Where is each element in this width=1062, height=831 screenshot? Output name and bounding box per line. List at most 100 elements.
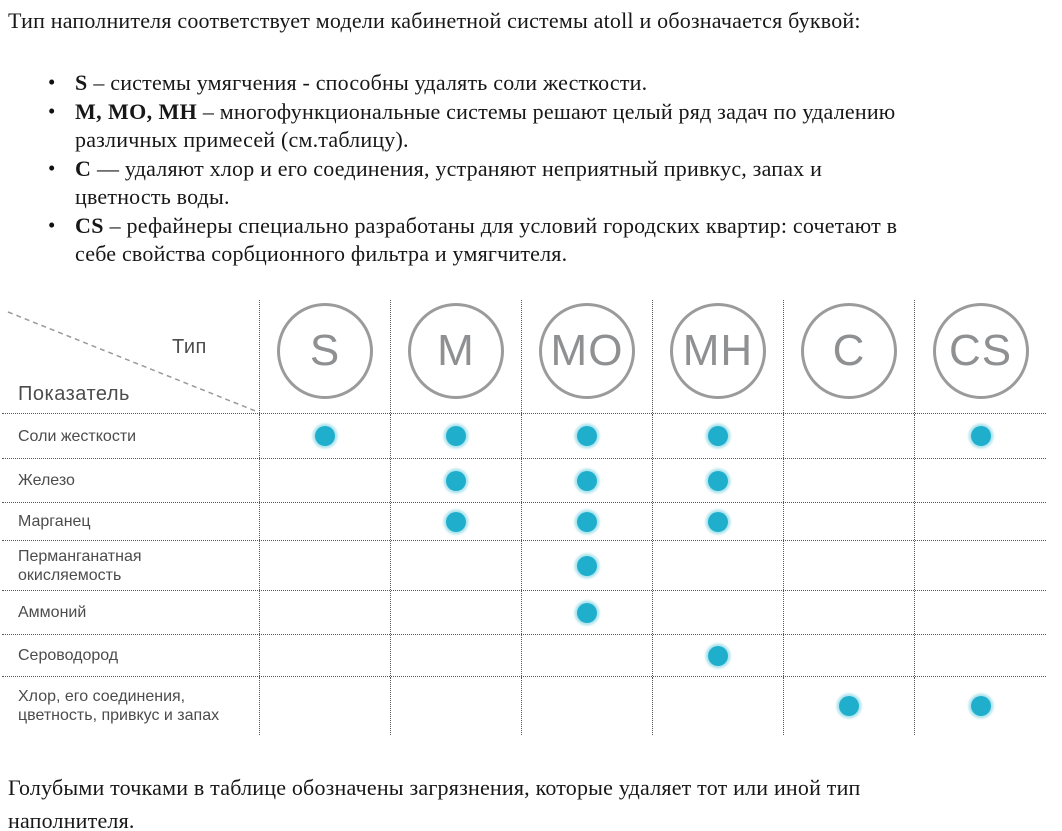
- table-body: Соли жесткости Железо Марганец Перманганатн…: [2, 413, 1046, 735]
- table-row: Соли жесткости: [2, 413, 1046, 458]
- bullet-term: C: [75, 155, 92, 181]
- removal-dot: [577, 555, 597, 576]
- column-header-MH: MH: [653, 300, 784, 413]
- cell-MO: [522, 677, 653, 735]
- cell-S: [260, 459, 391, 502]
- cell-S: [260, 541, 391, 590]
- table-row: Марганец: [2, 502, 1046, 540]
- cell-C: [784, 677, 915, 735]
- removal-dot: [446, 470, 466, 491]
- removal-dot: [708, 511, 728, 532]
- cell-CS: [915, 541, 1046, 590]
- removal-dot: [577, 426, 597, 446]
- cell-S: [260, 635, 391, 676]
- cell-MH: [653, 414, 784, 458]
- cell-C: [784, 459, 915, 502]
- cell-C: [784, 503, 915, 540]
- indicator-axis-label: Показатель: [18, 383, 130, 405]
- bullet-item: M, MO, MH – многофункциональные системы …: [47, 97, 1032, 155]
- removal-dot: [708, 470, 728, 491]
- table-row: Перманганатная окисляемость: [2, 540, 1046, 590]
- cell-MO: [522, 459, 653, 502]
- row-label: Хлор, его соединения, цветность, привкус…: [2, 677, 260, 735]
- cell-CS: [915, 591, 1046, 634]
- removal-dot: [839, 696, 859, 716]
- removal-dot: [577, 470, 597, 491]
- cell-M: [391, 541, 522, 590]
- cell-C: [784, 541, 915, 590]
- cell-S: [260, 677, 391, 735]
- cell-M: [391, 677, 522, 735]
- filter-type-circle-M: M: [408, 303, 504, 399]
- removal-dot: [970, 426, 991, 446]
- column-header-C: C: [784, 300, 915, 413]
- cell-CS: [915, 503, 1046, 540]
- removal-dot: [446, 426, 466, 446]
- cell-M: [391, 503, 522, 540]
- filter-type-circle-S: S: [277, 303, 373, 399]
- bullet-item: CS – рефайнеры специально разработаны дл…: [47, 211, 1032, 269]
- removal-dot: [315, 426, 335, 446]
- cell-MH: [653, 459, 784, 502]
- row-label: Соли жесткости: [2, 414, 260, 458]
- cell-CS: [915, 414, 1046, 458]
- cell-S: [260, 591, 391, 634]
- cell-M: [391, 414, 522, 458]
- column-header-MO: MO: [522, 300, 653, 413]
- table-row: Железо: [2, 458, 1046, 502]
- bullet-term: M, MO, MH: [75, 98, 198, 124]
- cell-CS: [915, 459, 1046, 502]
- removal-dot: [970, 696, 991, 716]
- bullet-text: – многофункциональные системы решают цел…: [75, 98, 896, 153]
- filter-type-circle-CS: CS: [932, 303, 1029, 399]
- bullet-text: — удаляют хлор и его соединения, устраня…: [75, 155, 823, 210]
- table-row: Сероводород: [2, 634, 1046, 676]
- type-axis-label: Тип: [172, 336, 207, 358]
- cell-MH: [653, 677, 784, 735]
- table-header-row: Тип Показатель S M MO MH C CS: [2, 300, 1046, 413]
- table-row: Аммоний: [2, 590, 1046, 634]
- cell-MO: [522, 591, 653, 634]
- row-label: Железо: [2, 459, 260, 502]
- cell-MO: [522, 414, 653, 458]
- cell-C: [784, 635, 915, 676]
- table-row: Хлор, его соединения, цветность, привкус…: [2, 676, 1046, 735]
- row-label: Аммоний: [2, 591, 260, 634]
- cell-M: [391, 635, 522, 676]
- cell-MH: [653, 541, 784, 590]
- removal-dot: [708, 645, 728, 666]
- cell-MH: [653, 503, 784, 540]
- bullet-term: CS: [75, 212, 104, 238]
- bullet-term: S: [75, 70, 88, 95]
- removal-dot: [708, 426, 728, 446]
- cell-MO: [522, 503, 653, 540]
- bullet-list: S – системы умягчения - способны удалять…: [47, 68, 1032, 269]
- cell-M: [391, 459, 522, 502]
- removal-dot: [446, 511, 466, 532]
- removal-dot: [577, 602, 597, 623]
- bullet-item: S – системы умягчения - способны удалять…: [47, 68, 1032, 98]
- cell-S: [260, 503, 391, 540]
- removal-dot: [577, 511, 597, 532]
- bullet-text: – рефайнеры специально разработаны для у…: [75, 212, 898, 267]
- table-corner-cell: Тип Показатель: [2, 300, 260, 413]
- filter-type-circle-MH: MH: [670, 303, 766, 399]
- cell-MH: [653, 591, 784, 634]
- bullet-item: C — удаляют хлор и его соединения, устра…: [47, 154, 1032, 212]
- column-header-S: S: [260, 300, 391, 413]
- cell-C: [784, 414, 915, 458]
- cell-MO: [522, 635, 653, 676]
- cell-CS: [915, 677, 1046, 735]
- intro-text: Тип наполнителя соответствует модели каб…: [8, 8, 861, 33]
- cell-MO: [522, 541, 653, 590]
- filter-type-table: Тип Показатель S M MO MH C CS Соли жесткости Ж…: [2, 300, 1046, 735]
- footer-note: Голубыми точками в таблице обозначены за…: [8, 775, 861, 831]
- column-header-M: M: [391, 300, 522, 413]
- row-label: Марганец: [2, 503, 260, 540]
- column-header-CS: CS: [915, 300, 1046, 413]
- filter-type-circle-C: C: [801, 303, 897, 399]
- cell-CS: [915, 635, 1046, 676]
- cell-C: [784, 591, 915, 634]
- row-label: Сероводород: [2, 635, 260, 676]
